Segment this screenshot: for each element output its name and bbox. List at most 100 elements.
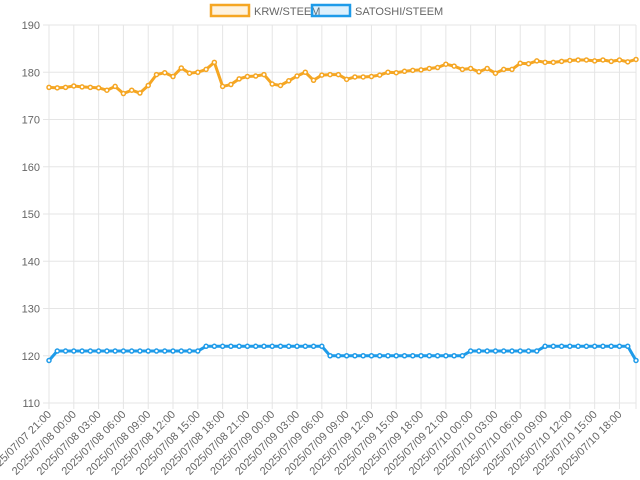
data-point[interactable] bbox=[252, 73, 259, 79]
data-point[interactable] bbox=[343, 353, 350, 359]
data-point[interactable] bbox=[467, 348, 474, 354]
data-point[interactable] bbox=[120, 348, 127, 354]
data-point[interactable] bbox=[600, 57, 606, 63]
data-point[interactable] bbox=[219, 343, 226, 350]
data-point[interactable] bbox=[459, 353, 466, 359]
data-point[interactable] bbox=[294, 343, 300, 350]
data-point[interactable] bbox=[79, 348, 85, 354]
data-point[interactable] bbox=[228, 81, 234, 88]
data-point[interactable] bbox=[252, 343, 259, 350]
data-point[interactable] bbox=[393, 353, 399, 359]
data-point[interactable] bbox=[170, 348, 176, 354]
data-point[interactable] bbox=[286, 343, 292, 350]
data-point[interactable] bbox=[393, 69, 399, 76]
data-point[interactable] bbox=[385, 69, 391, 75]
data-point[interactable] bbox=[310, 77, 317, 84]
data-point[interactable] bbox=[269, 343, 275, 350]
data-point[interactable] bbox=[492, 70, 499, 76]
data-point[interactable] bbox=[492, 348, 499, 354]
data-point[interactable] bbox=[145, 82, 151, 89]
data-point[interactable] bbox=[608, 343, 614, 350]
data-point[interactable] bbox=[484, 348, 490, 354]
data-point[interactable] bbox=[104, 87, 110, 93]
legend-item[interactable]: SATOSHI/STEEM bbox=[310, 3, 443, 18]
data-point[interactable] bbox=[509, 66, 515, 73]
data-point[interactable] bbox=[112, 83, 118, 90]
data-point[interactable] bbox=[228, 343, 234, 350]
data-point[interactable] bbox=[203, 66, 209, 73]
data-point[interactable] bbox=[46, 357, 52, 364]
data-point[interactable] bbox=[476, 348, 482, 354]
data-point[interactable] bbox=[137, 348, 143, 354]
data-point[interactable] bbox=[600, 343, 606, 350]
data-point[interactable] bbox=[95, 85, 102, 91]
data-point[interactable] bbox=[401, 353, 408, 359]
data-point[interactable] bbox=[319, 343, 325, 350]
data-point[interactable] bbox=[401, 68, 408, 75]
data-point[interactable] bbox=[261, 71, 267, 78]
data-point[interactable] bbox=[62, 84, 69, 91]
data-point[interactable] bbox=[335, 71, 342, 78]
data-point[interactable] bbox=[360, 353, 366, 359]
data-point[interactable] bbox=[87, 84, 94, 91]
data-point[interactable] bbox=[591, 58, 598, 64]
data-point[interactable] bbox=[195, 69, 201, 75]
data-point[interactable] bbox=[550, 59, 557, 66]
data-point[interactable] bbox=[558, 343, 565, 350]
data-point[interactable] bbox=[368, 353, 375, 359]
data-point[interactable] bbox=[162, 348, 168, 354]
data-point[interactable] bbox=[145, 348, 151, 354]
data-point[interactable] bbox=[583, 57, 590, 63]
data-point[interactable] bbox=[54, 85, 61, 91]
data-point[interactable] bbox=[302, 343, 309, 350]
data-point[interactable] bbox=[335, 353, 342, 359]
data-point[interactable] bbox=[310, 343, 317, 350]
data-point[interactable] bbox=[410, 67, 416, 74]
data-point[interactable] bbox=[236, 343, 242, 350]
data-point[interactable] bbox=[137, 90, 143, 96]
data-point[interactable] bbox=[550, 343, 557, 350]
data-point[interactable] bbox=[162, 69, 168, 76]
data-point[interactable] bbox=[203, 343, 209, 350]
data-point[interactable] bbox=[153, 71, 160, 78]
data-point[interactable] bbox=[525, 348, 532, 354]
data-point[interactable] bbox=[327, 71, 333, 78]
data-point[interactable] bbox=[624, 343, 631, 350]
data-point[interactable] bbox=[261, 343, 267, 350]
data-point[interactable] bbox=[368, 73, 375, 80]
data-point[interactable] bbox=[426, 65, 433, 72]
data-point[interactable] bbox=[343, 76, 350, 83]
data-point[interactable] bbox=[54, 348, 61, 354]
data-point[interactable] bbox=[186, 70, 193, 76]
data-point[interactable] bbox=[178, 65, 185, 71]
data-point[interactable] bbox=[286, 78, 292, 84]
data-point[interactable] bbox=[426, 353, 433, 359]
data-point[interactable] bbox=[451, 353, 457, 359]
data-point[interactable] bbox=[128, 87, 135, 93]
data-point[interactable] bbox=[46, 84, 52, 91]
data-point[interactable] bbox=[269, 81, 275, 87]
data-point[interactable] bbox=[534, 58, 540, 64]
data-point[interactable] bbox=[244, 343, 251, 350]
data-point[interactable] bbox=[219, 83, 226, 90]
data-point[interactable] bbox=[542, 343, 548, 350]
data-point[interactable] bbox=[211, 59, 218, 66]
data-point[interactable] bbox=[195, 348, 201, 354]
data-point[interactable] bbox=[484, 65, 490, 72]
data-point[interactable] bbox=[62, 348, 69, 354]
data-point[interactable] bbox=[244, 73, 251, 80]
data-point[interactable] bbox=[71, 348, 77, 354]
data-point[interactable] bbox=[467, 65, 474, 72]
data-point[interactable] bbox=[170, 73, 176, 80]
data-point[interactable] bbox=[112, 348, 118, 354]
data-point[interactable] bbox=[104, 348, 110, 354]
data-point[interactable] bbox=[517, 348, 523, 354]
data-point[interactable] bbox=[87, 348, 94, 354]
data-point[interactable] bbox=[542, 59, 548, 66]
data-point[interactable] bbox=[616, 343, 623, 350]
data-point[interactable] bbox=[633, 357, 639, 364]
data-point[interactable] bbox=[616, 57, 623, 63]
data-point[interactable] bbox=[443, 61, 449, 67]
data-point[interactable] bbox=[236, 76, 242, 82]
data-point[interactable] bbox=[591, 343, 598, 350]
